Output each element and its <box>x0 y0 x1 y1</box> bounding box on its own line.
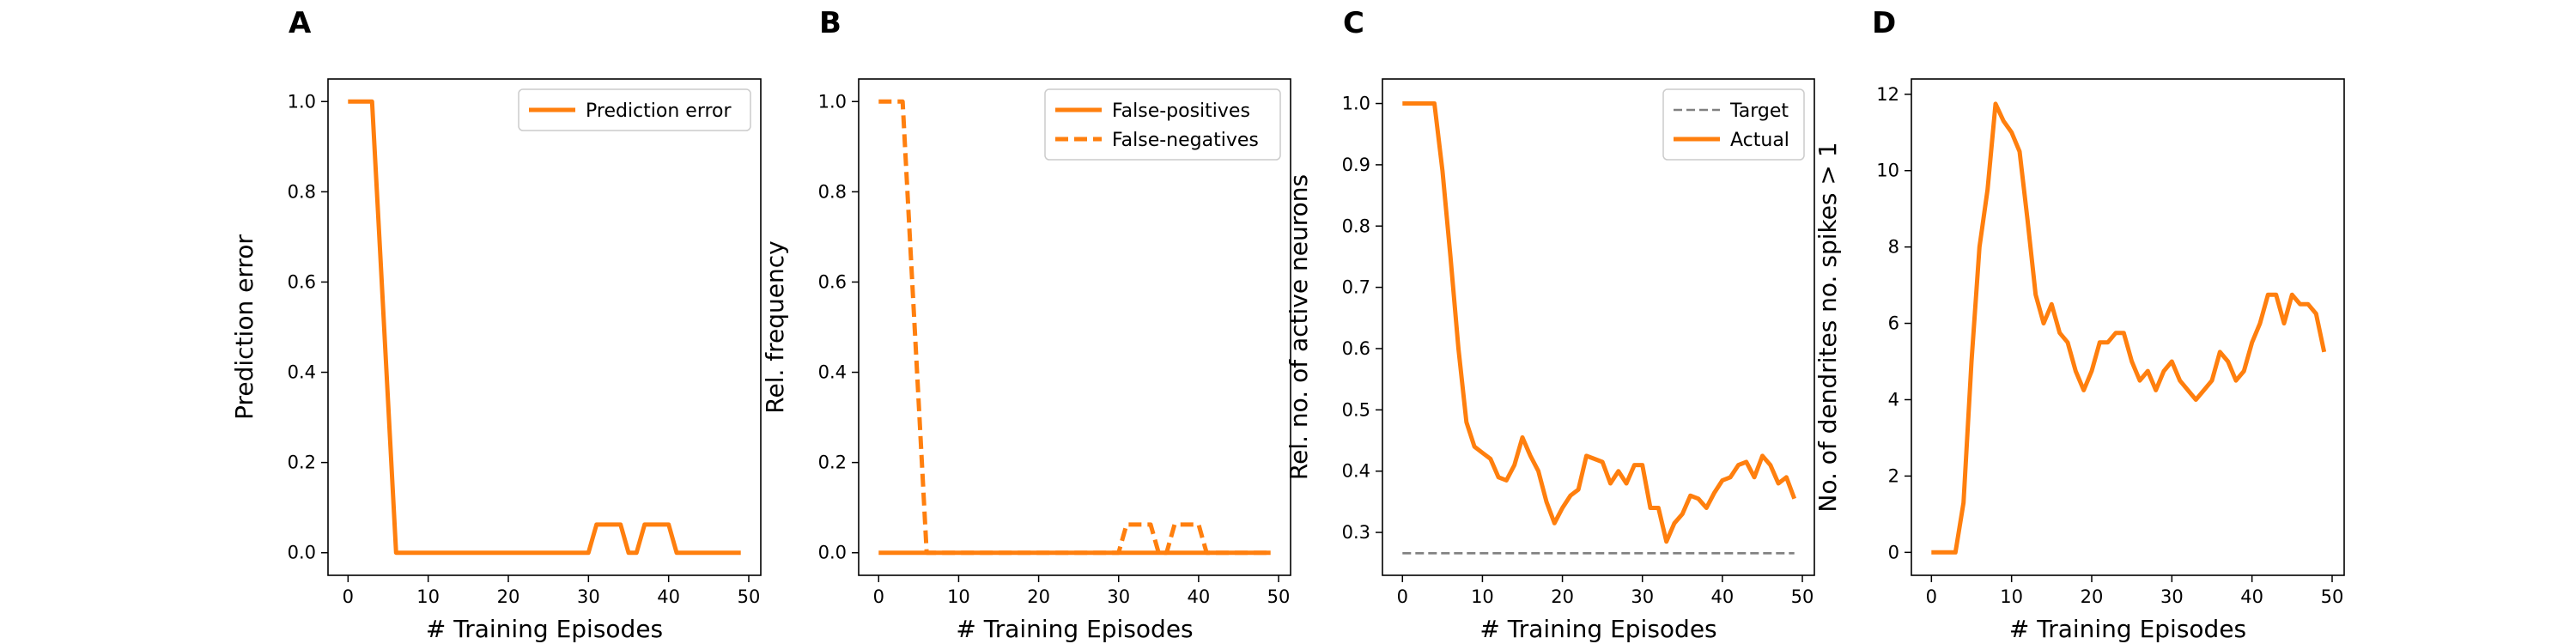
x-tick-label: 30 <box>1107 586 1130 607</box>
legend: Target Actual <box>1662 88 1805 161</box>
y-tick-label: 0.6 <box>818 271 847 292</box>
series-line-actual <box>1402 101 1797 544</box>
x-tick-label: 40 <box>1188 586 1211 607</box>
y-tick-label: 1.0 <box>288 91 316 112</box>
axes-frame <box>1382 78 1815 576</box>
y-axis-label: Prediction error <box>230 234 258 420</box>
panel-letter: C <box>1343 6 1364 40</box>
y-tick-label: 0.7 <box>1342 277 1370 298</box>
x-tick-label: 50 <box>738 586 761 607</box>
y-tick-label: 4 <box>1888 389 1899 410</box>
legend-entry: Target <box>1729 100 1789 122</box>
y-tick-label: 0.8 <box>288 181 316 202</box>
y-tick-label: 0.5 <box>1342 399 1370 420</box>
legend: Prediction error <box>518 88 751 131</box>
axes-frame <box>1911 78 2345 576</box>
y-tick-label: 0.4 <box>288 362 316 383</box>
x-tick-label: 10 <box>416 586 440 607</box>
y-tick-label: 0.2 <box>288 453 316 473</box>
x-axis-label: # Training Episodes <box>426 615 663 643</box>
panel-letter: B <box>819 6 841 40</box>
series-line-prediction-error <box>348 99 741 556</box>
legend-box <box>518 88 751 131</box>
x-tick-label: 30 <box>1631 586 1654 607</box>
x-tick-label: 30 <box>2160 586 2184 607</box>
x-tick-label: 40 <box>1711 586 1735 607</box>
chart-panel-c: C 0 10 20 30 40 50 0.3 0.4 0.5 0.6 0.7 0.8 0.9 1.0 # Tr… <box>1285 6 1815 643</box>
x-tick-label: 10 <box>1471 586 1494 607</box>
legend-box <box>1662 88 1805 161</box>
series-line-series-0 <box>1931 101 2327 555</box>
legend-entry: False-negatives <box>1112 130 1259 151</box>
legend-entry: Prediction error <box>586 100 732 122</box>
x-tick-label: 20 <box>1027 586 1050 607</box>
y-tick-label: 0.8 <box>818 181 847 202</box>
x-axis-label: # Training Episodes <box>2009 615 2246 643</box>
x-tick-label: 20 <box>497 586 520 607</box>
y-tick-label: 0.8 <box>1342 216 1370 236</box>
legend-entry: Actual <box>1730 130 1789 151</box>
x-tick-label: 0 <box>873 586 884 607</box>
x-tick-label: 30 <box>577 586 600 607</box>
x-tick-label: 0 <box>343 586 354 607</box>
x-tick-label: 40 <box>657 586 680 607</box>
x-tick-label: 50 <box>2321 586 2344 607</box>
legend-box <box>1044 88 1281 161</box>
y-tick-label: 0.9 <box>1342 155 1370 175</box>
chart-panel-a: A 0 10 20 30 40 50 0.0 0.2 0.4 0.6 0.8 1.0 # Training… <box>230 6 762 643</box>
y-tick-label: 0.3 <box>1342 522 1370 543</box>
y-tick-label: 0 <box>1888 542 1899 562</box>
y-tick-label: 0.6 <box>1342 338 1370 359</box>
axes-frame <box>858 78 1291 576</box>
x-tick-label: 40 <box>2240 586 2263 607</box>
x-tick-label: 0 <box>1926 586 1937 607</box>
y-tick-label: 2 <box>1888 465 1899 486</box>
y-tick-label: 0.0 <box>288 543 316 563</box>
panel-letter: A <box>289 6 312 40</box>
y-tick-label: 12 <box>1876 84 1899 105</box>
x-tick-label: 10 <box>947 586 970 607</box>
y-axis-label: No. of dendrites no. spikes > 1 <box>1814 142 1842 512</box>
x-axis-label: # Training Episodes <box>956 615 1193 643</box>
x-tick-label: 0 <box>1397 586 1408 607</box>
x-tick-label: 20 <box>2081 586 2104 607</box>
y-tick-label: 1.0 <box>818 91 847 112</box>
y-axis-label: Rel. no. of active neurons <box>1285 174 1313 480</box>
y-tick-label: 0.4 <box>818 362 847 383</box>
y-tick-label: 0.2 <box>818 453 847 473</box>
panel-letter: D <box>1872 6 1896 40</box>
x-tick-label: 50 <box>1791 586 1814 607</box>
y-tick-label: 0.6 <box>288 271 316 292</box>
legend: False-positives False-negatives <box>1044 88 1281 161</box>
y-tick-label: 10 <box>1876 161 1899 181</box>
y-axis-label: Rel. frequency <box>761 240 789 413</box>
x-tick-label: 50 <box>1267 586 1291 607</box>
y-tick-label: 1.0 <box>1342 94 1370 114</box>
chart-panel-d: D 0 10 20 30 40 50 0 2 4 6 8 10 12 # Training Episodes… <box>1814 6 2345 643</box>
x-tick-label: 10 <box>2000 586 2023 607</box>
x-tick-label: 20 <box>1551 586 1574 607</box>
y-tick-label: 6 <box>1888 313 1899 334</box>
legend-entry: False-positives <box>1112 100 1250 122</box>
y-tick-label: 0.0 <box>818 543 847 563</box>
y-tick-label: 8 <box>1888 237 1899 258</box>
x-axis-label: # Training Episodes <box>1479 615 1716 643</box>
y-tick-label: 0.4 <box>1342 461 1370 482</box>
series-line-false-negatives <box>878 99 1271 556</box>
axes-frame <box>327 78 762 576</box>
chart-panel-b: B 0 10 20 30 40 50 0.0 0.2 0.4 0.6 0.8 1.0 # Training… <box>761 6 1291 643</box>
